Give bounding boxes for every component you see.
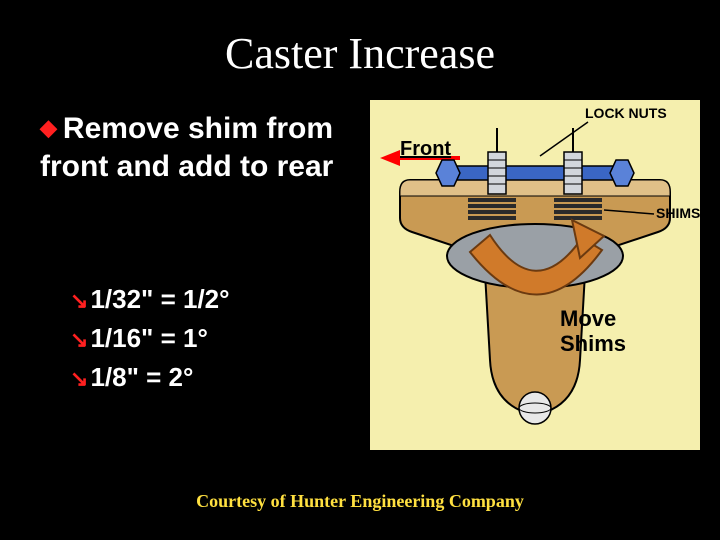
down-arrow-icon: ↘ <box>70 327 88 352</box>
shims-label: SHIMS <box>656 205 700 221</box>
sub-bullet-item: ↘1/16" = 1° <box>70 319 230 358</box>
move-shims-label: Move Shims <box>560 306 626 357</box>
main-bullet-text: Remove shim from front and add to rear <box>40 112 333 183</box>
lock-nuts-label: LOCK NUTS <box>585 105 667 121</box>
slide-title: Caster Increase <box>0 28 720 79</box>
sub-bullet-item: ↘1/32" = 1/2° <box>70 280 230 319</box>
main-bullet: ◆Remove shim from front and add to rear <box>40 110 360 185</box>
front-label: Front <box>400 138 451 161</box>
down-arrow-icon: ↘ <box>70 288 88 313</box>
sub-bullet-text: 1/16" = 1° <box>90 323 207 353</box>
sub-bullet-text: 1/32" = 1/2° <box>90 284 229 314</box>
sub-bullet-text: 1/8" = 2° <box>90 362 193 392</box>
sub-bullet-list: ↘1/32" = 1/2° ↘1/16" = 1° ↘1/8" = 2° <box>70 280 230 397</box>
bullet-diamond-icon: ◆ <box>40 115 57 140</box>
ball-joint <box>519 392 551 424</box>
sub-bullet-item: ↘1/8" = 2° <box>70 358 230 397</box>
courtesy-line: Courtesy of Hunter Engineering Company <box>0 491 720 512</box>
down-arrow-icon: ↘ <box>70 366 88 391</box>
